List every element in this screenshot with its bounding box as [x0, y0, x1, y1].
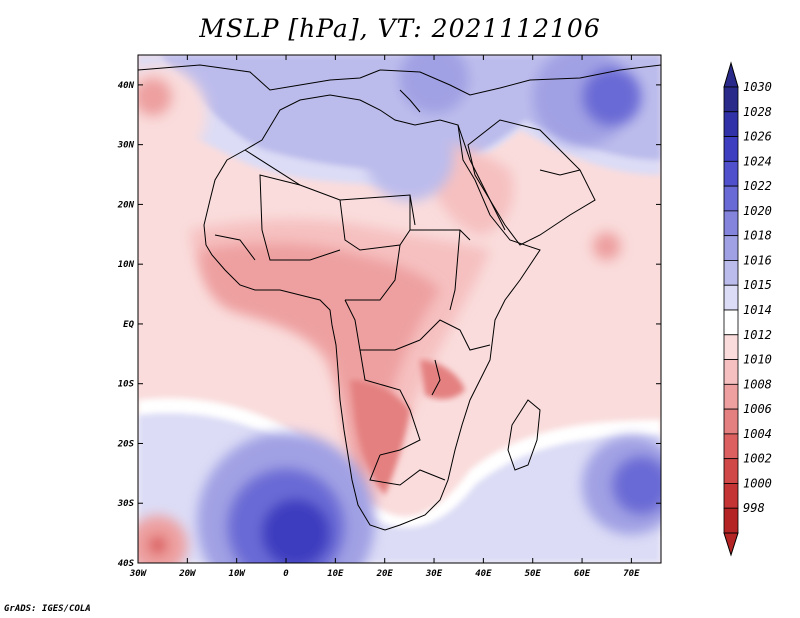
colorbar-label: 1000 [743, 476, 772, 490]
lon-tick-label: 20E [376, 569, 394, 579]
colorbar-swatch [723, 235, 739, 261]
colorbar-swatch [723, 86, 739, 113]
pressure-cell [364, 112, 454, 202]
colorbar-swatch [723, 433, 739, 460]
colorbar-swatch [723, 160, 739, 187]
colorbar-swatch [723, 284, 739, 311]
pressure-cell [611, 455, 661, 515]
coastlines [138, 64, 661, 531]
lat-tick-label: 40N [118, 81, 135, 91]
colorbar: 1030 1028 1026 1024 1022 1020 1018 1016 1015 1014… [723, 61, 772, 557]
colorbar-label: 1012 [743, 328, 772, 342]
colorbar-swatch [723, 383, 739, 410]
lat-tick-label: 40S [118, 559, 135, 569]
pressure-cell [399, 55, 469, 114]
colorbar-label: 1020 [743, 204, 772, 218]
colorbar-label: 1028 [743, 105, 772, 119]
lon-tick-label: 10E [327, 569, 344, 579]
lon-tick-label: 20W [178, 569, 197, 579]
colorbar-swatch [723, 458, 739, 484]
pressure-field [138, 55, 661, 563]
footer-credit: GrADS: IGES/COLA [4, 604, 91, 614]
colorbar-swatch [723, 483, 739, 509]
colorbar-label: 1030 [743, 80, 772, 94]
lon-tick-label: 30E [425, 569, 443, 579]
colorbar-label: 1022 [743, 179, 772, 193]
lon-tick-label: 50E [525, 569, 542, 579]
colorbar-label: 1006 [743, 402, 772, 416]
colorbar-swatch [723, 309, 739, 336]
colorbar-swatch [723, 210, 739, 237]
longitude-axis: 30W 20W 10W 0 10E 20E 30E 40E 50E 60E 70E [129, 55, 640, 579]
colorbar-swatch [723, 334, 739, 360]
colorbar-label: 1002 [743, 452, 772, 466]
lat-tick-label: 30S [117, 499, 135, 509]
colorbar-label: 1015 [743, 278, 772, 292]
lat-tick-label: 20N [117, 200, 135, 210]
pressure-cell [295, 69, 375, 149]
lat-tick-label: 20S [117, 439, 135, 449]
colorbar-label: 1016 [743, 253, 772, 267]
colorbar-label: 1010 [743, 353, 772, 367]
latitude-axis: 40N 30N 20N 10N EQ 10S 20S 30S 40S [117, 81, 661, 569]
plot-frame [137, 54, 662, 564]
colorbar-swatch [723, 507, 739, 534]
colorbar-label: 998 [743, 501, 765, 515]
colorbar-cap-bottom [723, 532, 739, 557]
colorbar-label: 1008 [743, 377, 772, 391]
pressure-cell [591, 231, 622, 262]
colorbar-swatch [723, 136, 739, 162]
lat-tick-label: EQ [123, 320, 134, 330]
colorbar-label: 1026 [743, 130, 772, 144]
pressure-cell [147, 535, 168, 555]
lat-tick-label: 30N [117, 141, 135, 151]
lon-tick-label: 10W [229, 569, 247, 579]
colorbar-label: 1014 [743, 303, 772, 317]
pressure-cell [582, 67, 642, 127]
lon-tick-label: 0 [283, 569, 289, 579]
lon-tick-label: 30W [129, 569, 148, 579]
colorbar-label: 1024 [743, 154, 772, 168]
colorbar-label: 1004 [743, 427, 772, 441]
lat-tick-label: 10S [118, 380, 135, 390]
lon-tick-label: 60E [574, 569, 591, 579]
map-title: MSLP [hPa], VT: 2021112106 [199, 14, 601, 43]
colorbar-swatch [723, 260, 739, 286]
colorbar-swatch [723, 185, 739, 212]
lat-tick-label: 10N [118, 260, 135, 270]
lon-tick-label: 40E [475, 569, 492, 579]
pressure-cell [261, 498, 331, 563]
colorbar-swatch [723, 359, 739, 385]
lon-tick-label: 70E [623, 569, 640, 579]
colorbar-cap-top [723, 61, 739, 88]
colorbar-swatch [723, 111, 739, 137]
colorbar-label: 1018 [743, 229, 772, 243]
pressure-cell [138, 77, 173, 117]
colorbar-swatch [723, 408, 739, 435]
